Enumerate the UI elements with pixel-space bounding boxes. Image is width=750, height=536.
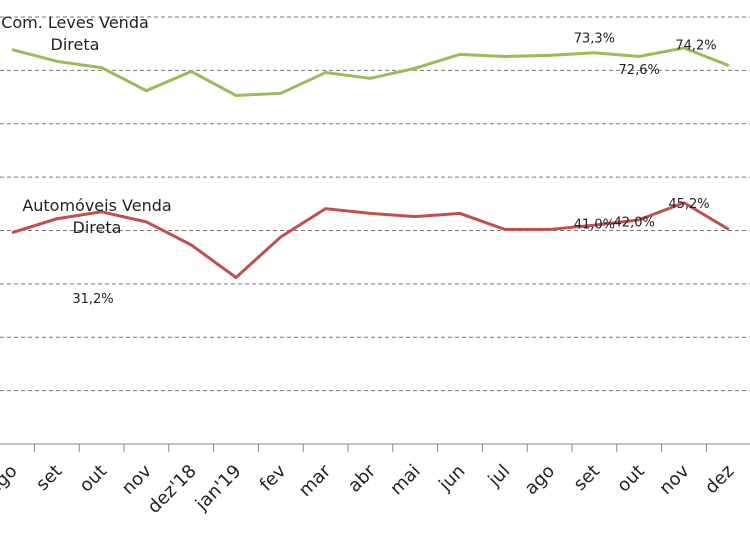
x-tick-label: jan'19 bbox=[191, 461, 246, 516]
x-tick-label: abr bbox=[344, 460, 380, 496]
x-tick-label: set bbox=[570, 461, 604, 495]
data-label: 74,2% bbox=[675, 38, 716, 53]
x-tick-label: dez'18 bbox=[144, 461, 201, 518]
x-tick-label: out bbox=[613, 461, 649, 497]
x-tick-label: jul bbox=[484, 461, 515, 492]
x-tick-label: mai bbox=[386, 461, 425, 500]
x-tick-label: fev bbox=[256, 460, 291, 495]
data-label: 45,2% bbox=[668, 197, 709, 212]
series-label: Com. Leves Venda Direta bbox=[1, 13, 149, 54]
series-line bbox=[11, 201, 730, 280]
x-tick-label: nov bbox=[655, 460, 693, 498]
x-tick-label: jun bbox=[434, 461, 469, 496]
series-line bbox=[11, 46, 730, 97]
data-label: 42,0% bbox=[614, 215, 655, 230]
x-tick-label: ago bbox=[0, 461, 22, 500]
x-tick-label: nov bbox=[118, 460, 156, 498]
x-tick-label: dez bbox=[701, 461, 738, 498]
data-label: 31,2% bbox=[72, 292, 113, 307]
data-label: 72,6% bbox=[619, 63, 660, 78]
x-tick-label: set bbox=[32, 461, 66, 495]
data-label: 41,0% bbox=[574, 218, 615, 233]
series-label: Automóveis Venda Direta bbox=[22, 196, 172, 237]
x-tick-label: mar bbox=[295, 460, 336, 501]
x-tick-label: ago bbox=[521, 461, 560, 500]
data-label: 73,3% bbox=[574, 31, 615, 46]
x-tick-label: out bbox=[75, 461, 111, 497]
